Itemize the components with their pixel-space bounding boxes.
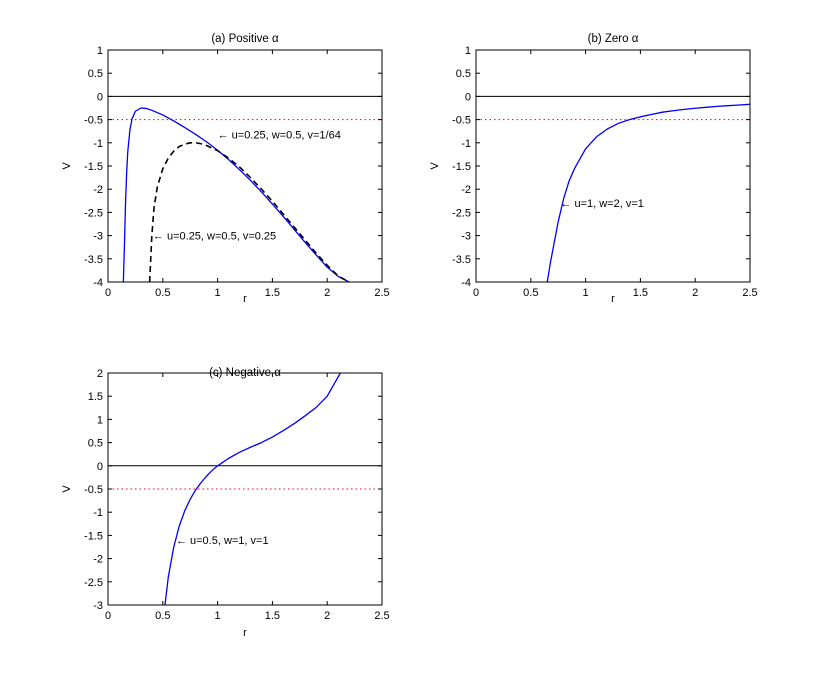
y-tick-label: -1 (461, 138, 471, 150)
curve-annotation: ← u=1, w=2, v=1 (560, 198, 643, 210)
y-tick-label: 1 (97, 45, 103, 57)
y-tick-label: -1 (93, 507, 103, 519)
x-axis-label: r (243, 627, 247, 639)
y-tick-label: -0.5 (452, 115, 471, 127)
x-tick-label: 1 (215, 610, 221, 622)
x-tick-label: 2 (324, 287, 330, 299)
y-tick-label: 0 (465, 91, 471, 103)
y-tick-label: -2.5 (452, 207, 471, 219)
x-tick-label: 2.5 (374, 610, 389, 622)
y-tick-label: -4 (461, 277, 471, 289)
x-tick-label: 1.5 (633, 287, 648, 299)
y-tick-label: -3 (93, 600, 103, 612)
x-tick-label: 0 (105, 287, 111, 299)
series-line-0 (546, 103, 750, 282)
y-tick-label: -0.5 (84, 484, 103, 496)
y-tick-label: -0.5 (84, 115, 103, 127)
x-tick-label: 1 (583, 287, 589, 299)
panel-positive-alpha: (a) Positive α r V 0 0.5 1 1.5 2 2.5 1 0.5 0 -0.5… (61, 33, 390, 305)
plot-frame (475, 49, 751, 283)
y-tick-label: 1 (97, 414, 103, 426)
panel-title: (b) Zero α (588, 33, 639, 45)
y-tick-label: 0.5 (88, 438, 103, 450)
y-tick-label: -2 (93, 554, 103, 566)
x-tick-label: 0 (473, 287, 479, 299)
panel-zero-alpha: (b) Zero α r V 0 0.5 1 1.5 2 2.5 1 0.5 0 -0.5 -1 -1… (429, 33, 758, 305)
x-tick-label: 0 (105, 610, 111, 622)
y-axis-label: V (429, 162, 441, 170)
plot-frame (107, 49, 383, 283)
curve-annotation: ← u=0.25, w=0.5, v=0.25 (153, 231, 276, 243)
series-line-1 (148, 142, 350, 282)
y-tick-label: -2.5 (84, 207, 103, 219)
x-tick-label: 0.5 (155, 610, 170, 622)
y-tick-label: -1.5 (84, 530, 103, 542)
y-tick-label: -1.5 (452, 161, 471, 173)
y-tick-label: -1 (93, 138, 103, 150)
y-tick-label: -4 (93, 277, 103, 289)
x-tick-label: 1.5 (265, 287, 280, 299)
series-line-0 (122, 107, 350, 282)
y-tick-label: 0.5 (88, 68, 103, 80)
y-tick-label: -3 (461, 231, 471, 243)
curve-annotation: ← u=0.5, w=1, v=1 (176, 535, 269, 547)
y-tick-label: -3.5 (84, 254, 103, 266)
y-tick-label: -2 (461, 184, 471, 196)
y-tick-label: 0 (97, 91, 103, 103)
y-tick-label: -3 (93, 231, 103, 243)
x-axis-label: r (243, 293, 247, 305)
y-tick-label: -2 (93, 184, 103, 196)
x-tick-label: 2 (324, 610, 330, 622)
x-tick-label: 2.5 (374, 287, 389, 299)
x-axis-label: r (611, 293, 615, 305)
x-tick-label: 0.5 (155, 287, 170, 299)
y-tick-label: -1.5 (84, 161, 103, 173)
x-tick-label: 1.5 (265, 610, 280, 622)
y-tick-label: 2 (97, 368, 103, 380)
x-tick-label: 2 (692, 287, 698, 299)
panel-title: (a) Positive α (211, 33, 279, 45)
y-tick-label: 0 (97, 461, 103, 473)
x-tick-label: 0.5 (523, 287, 538, 299)
series-line-0 (164, 373, 341, 605)
y-tick-label: 0.5 (456, 68, 471, 80)
y-axis-label: V (61, 485, 73, 493)
y-tick-label: -2.5 (84, 577, 103, 589)
y-tick-label: 1.5 (88, 391, 103, 403)
y-axis-label: V (61, 162, 73, 170)
x-tick-label: 1 (215, 287, 221, 299)
y-tick-label: 1 (465, 45, 471, 57)
y-tick-label: -3.5 (452, 254, 471, 266)
x-tick-label: 2.5 (742, 287, 757, 299)
curve-annotation: ← u=0.25, w=0.5, v=1/64 (218, 129, 341, 141)
panel-negative-alpha: (c) Negative α r V 0 0.5 1 1.5 2 2.521.510.50… (61, 367, 390, 639)
